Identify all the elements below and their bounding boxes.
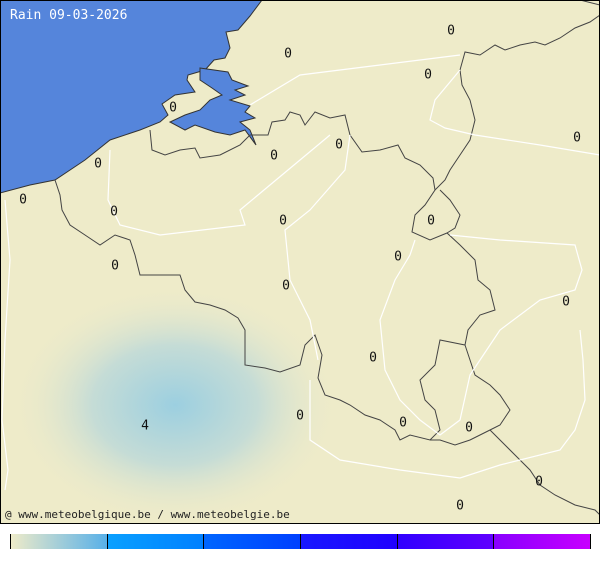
- rain-value-label: 4: [141, 419, 149, 434]
- isolines: [1, 54, 600, 491]
- rain-value-label: 0: [110, 205, 118, 220]
- rain-value-label: 0: [335, 138, 343, 153]
- rain-value-label: 0: [394, 250, 402, 265]
- rain-value-label: 0: [369, 351, 377, 366]
- rain-value-label: 0: [94, 157, 102, 172]
- legend-segment: [493, 534, 592, 549]
- rain-value-label: 0: [535, 475, 543, 490]
- rain-map: 0 0 0 0 0 0 0 0 0 0 0 0 0 0 0 0 0 0 4 0 0 0 0: [0, 0, 600, 524]
- borders: [54, 0, 600, 516]
- rain-value-label: 0: [270, 149, 278, 164]
- rain-value-label: 0: [282, 279, 290, 294]
- map-title: Rain 09-03-2026: [10, 8, 128, 23]
- rain-value-label: 0: [111, 259, 119, 274]
- credit-text: @ www.meteobelgique.be / www.meteobelgie…: [5, 508, 290, 521]
- rain-value-label: 0: [427, 214, 435, 229]
- sea: [0, 0, 263, 194]
- rain-value-label: 0: [573, 131, 581, 146]
- rain-value-label: 0: [456, 499, 464, 514]
- rain-value-label: 0: [279, 214, 287, 229]
- legend-segment: [396, 534, 494, 549]
- rain-value-label: 0: [169, 101, 177, 116]
- rain-value-label: 0: [296, 409, 304, 424]
- rain-area: [0, 200, 400, 524]
- legend-segment: [203, 534, 301, 549]
- rain-value-label: 0: [447, 24, 455, 39]
- rain-value-label: 0: [424, 68, 432, 83]
- color-legend: [10, 534, 592, 549]
- rain-value-label: 0: [284, 47, 292, 62]
- legend-segment: [106, 534, 204, 549]
- legend-segment: [300, 534, 397, 549]
- estuary: [168, 67, 257, 146]
- rain-value-label: 0: [562, 295, 570, 310]
- legend-segment: [10, 534, 107, 549]
- rain-value-label: 0: [19, 193, 27, 208]
- rain-value-label: 0: [399, 416, 407, 431]
- rain-value-label: 0: [465, 421, 473, 436]
